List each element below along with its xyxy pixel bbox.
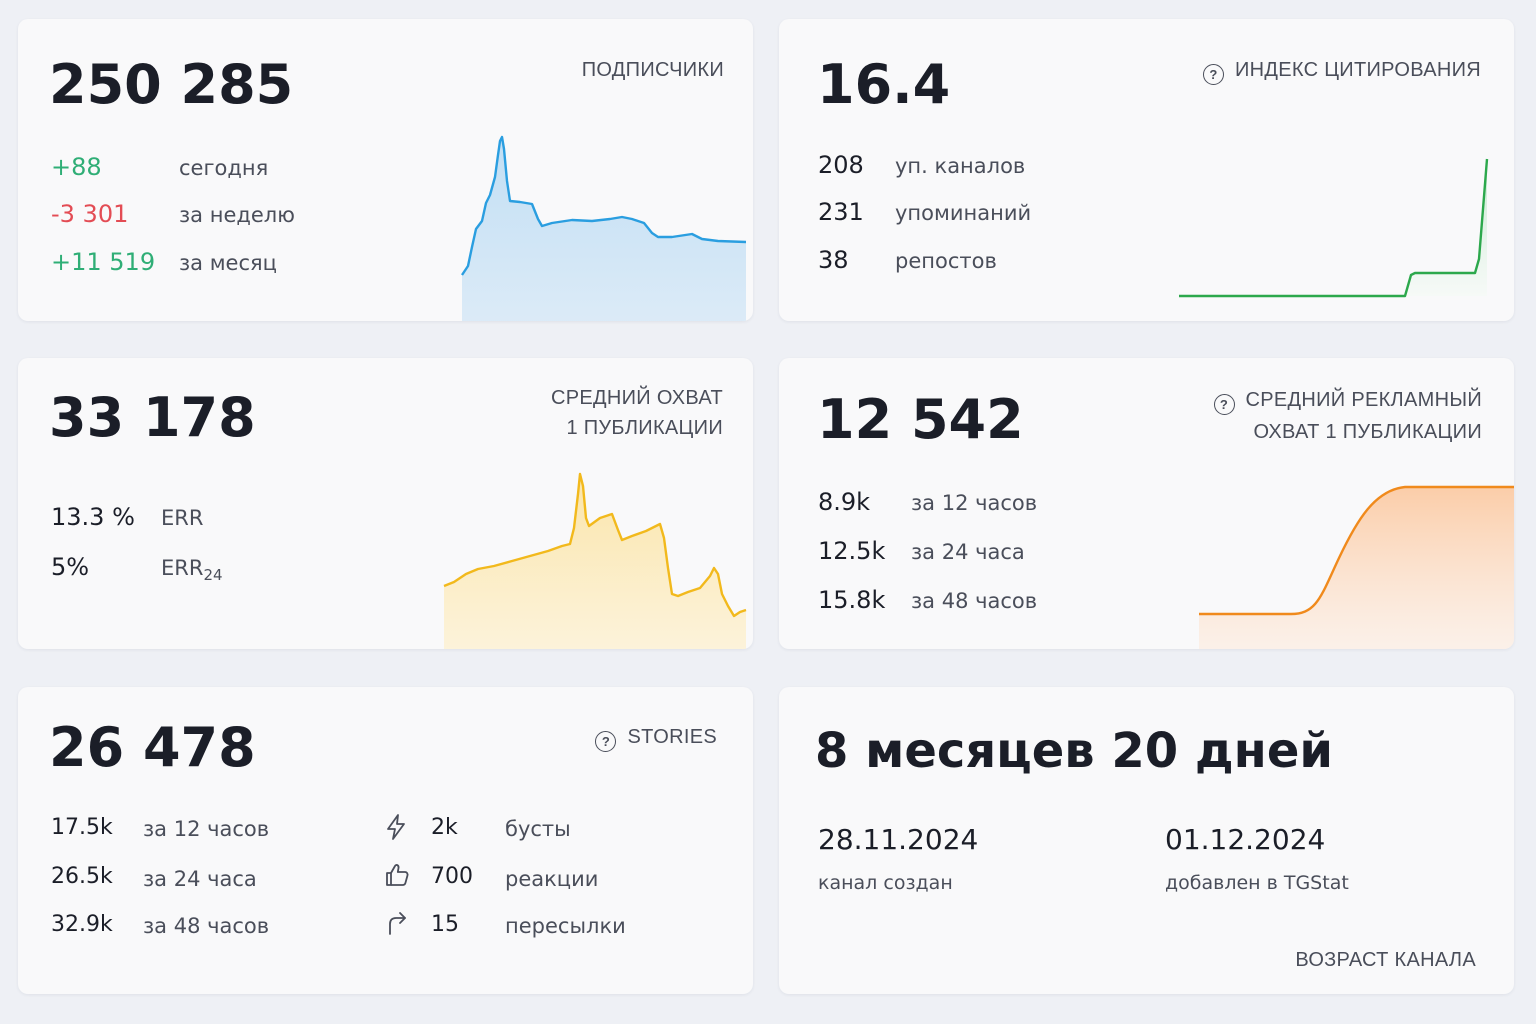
- subscribers-week-value: -3 301: [51, 200, 129, 228]
- stories-12h-label: за 12 часов: [143, 817, 270, 841]
- forwards-value: 15: [431, 912, 459, 937]
- reactions-value: 700: [431, 864, 473, 889]
- boosts-label: бусты: [505, 817, 571, 841]
- subscribers-month-value: +11 519: [51, 248, 156, 276]
- stories-24h-label: за 24 часа: [143, 867, 257, 891]
- citation-mentions-value: 231: [818, 198, 864, 226]
- err24-value: 5%: [51, 553, 90, 581]
- lightning-icon: [387, 814, 405, 840]
- subscribers-today-value: +88: [51, 153, 102, 181]
- subscribers-caption: ПОДПИСЧИКИ: [581, 59, 724, 81]
- citation-card: 16.4 ? ИНДЕКС ЦИТИРОВАНИЯ 208 уп. каналов…: [779, 19, 1514, 321]
- err24-label-sub: 24: [203, 566, 223, 585]
- ad-reach-card: 12 542 ? СРЕДНИЙ РЕКЛАМНЫЙ ОХВАТ 1 ПУБЛИК…: [779, 358, 1514, 649]
- reach-card: 33 178 СРЕДНИЙ ОХВАТ 1 ПУБЛИКАЦИИ 13.3 %…: [18, 358, 753, 649]
- subscribers-area: [462, 137, 746, 321]
- channel-age-caption: ВОЗРАСТ КАНАЛА: [1295, 949, 1476, 971]
- channel-added-label: добавлен в TGStat: [1165, 872, 1349, 894]
- ad-reach-12h-label: за 12 часов: [911, 491, 1038, 515]
- citation-area: [1179, 159, 1487, 296]
- ad-reach-caption-line1-text: СРЕДНИЙ РЕКЛАМНЫЙ: [1245, 389, 1482, 411]
- ad-reach-12h-value: 8.9k: [818, 488, 871, 516]
- channel-created-label: канал создан: [818, 872, 953, 894]
- reactions-label: реакции: [505, 867, 599, 891]
- err-value: 13.3 %: [51, 503, 135, 531]
- reach-sparkline: [443, 472, 747, 649]
- channel-created-date: 28.11.2024: [818, 823, 979, 856]
- citation-caption: ? ИНДЕКС ЦИТИРОВАНИЯ: [1202, 55, 1481, 85]
- err-label: ERR: [161, 506, 203, 535]
- question-circle-icon[interactable]: ?: [1213, 394, 1235, 415]
- citation-channels-label: уп. каналов: [895, 154, 1026, 178]
- stories-12h-value: 17.5k: [51, 815, 113, 840]
- citation-caption-text: ИНДЕКС ЦИТИРОВАНИЯ: [1234, 59, 1481, 81]
- ad-reach-caption-line1: ? СРЕДНИЙ РЕКЛАМНЫЙ: [1213, 385, 1483, 415]
- forward-arrow-icon: [389, 912, 406, 935]
- citation-channels-value: 208: [818, 151, 864, 179]
- stories-24h-value: 26.5k: [51, 864, 113, 889]
- ad-reach-48h-label: за 48 часов: [911, 589, 1038, 613]
- stories-caption: ? STORIES: [595, 722, 717, 752]
- reach-area: [444, 474, 746, 649]
- subscribers-today-label: сегодня: [179, 156, 269, 180]
- boosts-value: 2k: [431, 815, 458, 840]
- citation-sparkline: [1179, 158, 1489, 298]
- citation-mentions-label: упоминаний: [895, 201, 1032, 225]
- citation-line: [1179, 158, 1489, 298]
- ad-reach-48h-value: 15.8k: [818, 586, 886, 614]
- reach-caption-line2: 1 ПУБЛИКАЦИИ: [566, 417, 723, 439]
- subscribers-count: 250 285: [49, 53, 294, 116]
- citation-reposts-label: репостов: [895, 249, 997, 273]
- question-circle-icon[interactable]: ?: [595, 731, 617, 752]
- stories-48h-value: 32.9k: [51, 912, 113, 937]
- stories-value: 26 478: [49, 716, 256, 779]
- subscribers-month-label: за месяц: [179, 251, 277, 275]
- reach-value: 33 178: [49, 386, 256, 449]
- stories-caption-text: STORIES: [627, 726, 717, 748]
- err24-label: ERR24: [161, 556, 223, 584]
- forwards-label: пересылки: [505, 914, 626, 938]
- subscribers-card: 250 285 ПОДПИСЧИКИ +88 сегодня -3 301 за…: [18, 19, 753, 321]
- err24-label-text: ERR: [161, 556, 204, 580]
- err-label-text: ERR: [161, 506, 204, 530]
- reach-caption-line1: СРЕДНИЙ ОХВАТ: [551, 387, 723, 409]
- channel-added-date: 01.12.2024: [1165, 823, 1326, 856]
- thumbs-up-icon: [386, 864, 409, 886]
- ad-reach-line: [1199, 485, 1514, 616]
- citation-index-value: 16.4: [817, 53, 951, 116]
- ad-reach-sparkline: [1199, 485, 1514, 649]
- ad-reach-area: [1199, 487, 1514, 649]
- citation-reposts-value: 38: [818, 246, 849, 274]
- question-circle-icon[interactable]: ?: [1202, 64, 1224, 85]
- subscribers-line: [461, 135, 746, 276]
- ad-reach-caption-line2: ОХВАТ 1 ПУБЛИКАЦИИ: [1253, 421, 1482, 443]
- subscribers-sparkline: [461, 135, 746, 321]
- channel-age-card: 8 месяцев 20 дней 28.11.2024 канал созда…: [779, 687, 1514, 994]
- stories-card: 26 478 ? STORIES 17.5k за 12 часов 26.5k …: [18, 687, 753, 994]
- stories-48h-label: за 48 часов: [143, 914, 270, 938]
- ad-reach-24h-label: за 24 часа: [911, 540, 1025, 564]
- subscribers-week-label: за неделю: [179, 203, 295, 227]
- reach-line: [443, 472, 747, 618]
- ad-reach-value: 12 542: [817, 388, 1024, 451]
- channel-age-value: 8 месяцев 20 дней: [815, 723, 1334, 779]
- ad-reach-24h-value: 12.5k: [818, 537, 886, 565]
